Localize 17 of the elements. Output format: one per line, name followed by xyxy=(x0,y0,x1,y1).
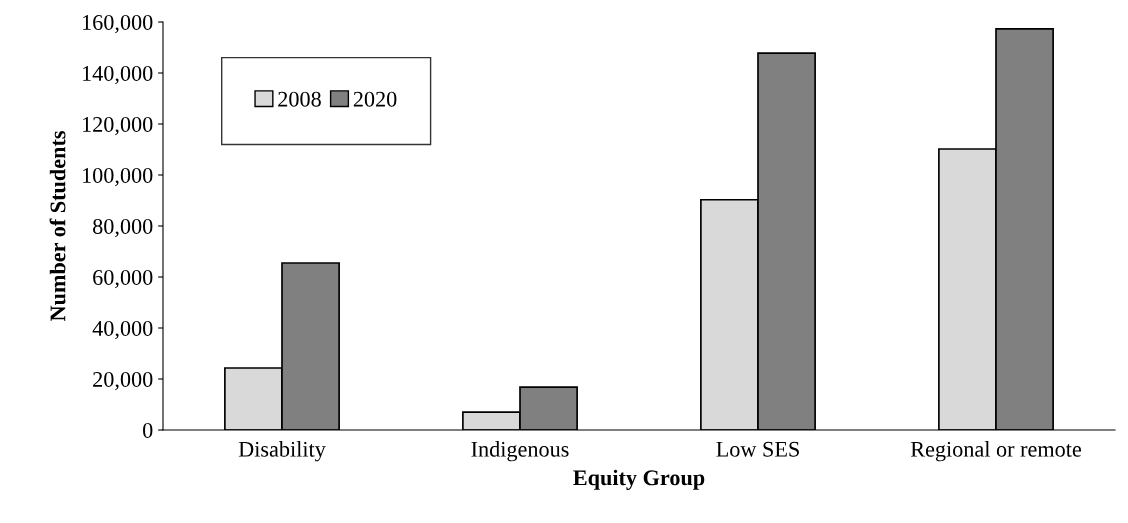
legend-label: 2020 xyxy=(353,91,397,107)
y-tick-label: 80,000 xyxy=(93,218,153,238)
y-tick-label: 0 xyxy=(143,422,153,438)
y-tick-label: 20,000 xyxy=(93,371,153,391)
x-axis-title: Equity Group xyxy=(573,469,705,490)
y-tick-label: 140,000 xyxy=(83,65,153,85)
x-tick-label: Low SES xyxy=(716,441,799,457)
y-tick-label: 40,000 xyxy=(92,320,153,340)
x-tick-label: Regional or remote xyxy=(910,441,1081,462)
x-tick-label: Disability xyxy=(238,441,326,462)
y-tick-label: 100,000 xyxy=(83,167,153,187)
legend-label: 2008 xyxy=(278,91,321,107)
y-tick-label: 60,000 xyxy=(93,269,153,289)
y-tick-label: 160,000 xyxy=(83,14,153,34)
x-tick-label: Indigenous xyxy=(471,441,569,462)
y-tick-label: 120,000 xyxy=(83,116,153,136)
y-axis-title: Number of Students xyxy=(49,131,66,322)
